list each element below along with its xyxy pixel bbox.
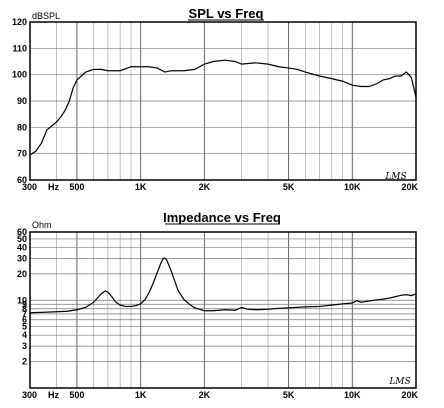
y-tick-label: 80 [17,122,27,132]
y-tick-label: 110 [12,43,27,53]
x-tick-label: 10K [344,390,361,400]
y-tick-label: 10 [17,295,27,305]
y-tick-label: 40 [17,242,27,252]
y-tick-label: 30 [17,253,27,263]
y-tick-label: 70 [17,149,27,159]
impedance-x-ticks: 300 500 1K 2K 5K 10K 20K [22,390,418,400]
spl-y-ticks: 60 70 80 90 100 110 120 [12,17,27,185]
spl-series-line [29,59,417,156]
x-tick-label: 300 [22,390,37,400]
y-tick-label: 120 [12,17,27,27]
spl-lms-watermark: LMS [384,172,406,182]
spl-y-unit-label: dBSPL [32,11,60,21]
x-tick-label: 500 [69,182,84,192]
impedance-x-unit-label: Hz [48,390,59,400]
spl-chart-title: SPL vs Freq [189,6,264,21]
y-tick-label: 6 [22,315,27,325]
impedance-chart-title: Impedance vs Freq [163,210,281,225]
impedance-y-unit-label: Ohm [32,220,52,230]
x-tick-label: 500 [69,390,84,400]
y-tick-label: 20 [17,269,27,279]
x-tick-label: 20K [401,182,418,192]
y-tick-label: 5 [22,322,27,332]
spl-x-ticks: 300 500 1K 2K 5K 10K 20K [22,182,418,192]
impedance-grid [30,232,416,388]
y-tick-label: 90 [17,96,27,106]
y-tick-label: 8 [22,304,27,314]
x-tick-label: 2K [199,182,211,192]
y-tick-label: 2 [22,357,27,367]
impedance-chart: Impedance vs Freq Ohm 234567891020304050… [17,210,419,400]
spl-chart: SPL vs Freq dBSPL 60 70 80 90 100 110 120 300 5… [12,6,419,192]
y-tick-label: 60 [17,175,27,185]
spl-grid [30,22,416,180]
y-tick-label: 9 [22,299,27,309]
x-tick-label: 2K [199,390,211,400]
x-tick-label: 300 [22,182,37,192]
x-tick-label: 20K [401,390,418,400]
y-tick-label: 100 [12,70,27,80]
x-tick-label: 1K [135,182,147,192]
impedance-plot-frame [29,231,417,389]
x-tick-label: 10K [344,182,361,192]
y-tick-label: 4 [22,330,27,340]
spl-x-unit-label: Hz [48,182,59,192]
y-tick-label: 60 [17,227,27,237]
y-tick-label: 3 [22,341,27,351]
x-tick-label: 1K [135,390,147,400]
spl-plot-frame [29,21,417,181]
impedance-series-line [29,257,417,314]
y-tick-label: 50 [17,234,27,244]
impedance-lms-watermark: LMS [388,377,410,387]
y-tick-label: 7 [22,309,27,319]
x-tick-label: 5K [283,390,295,400]
x-tick-label: 5K [283,182,295,192]
